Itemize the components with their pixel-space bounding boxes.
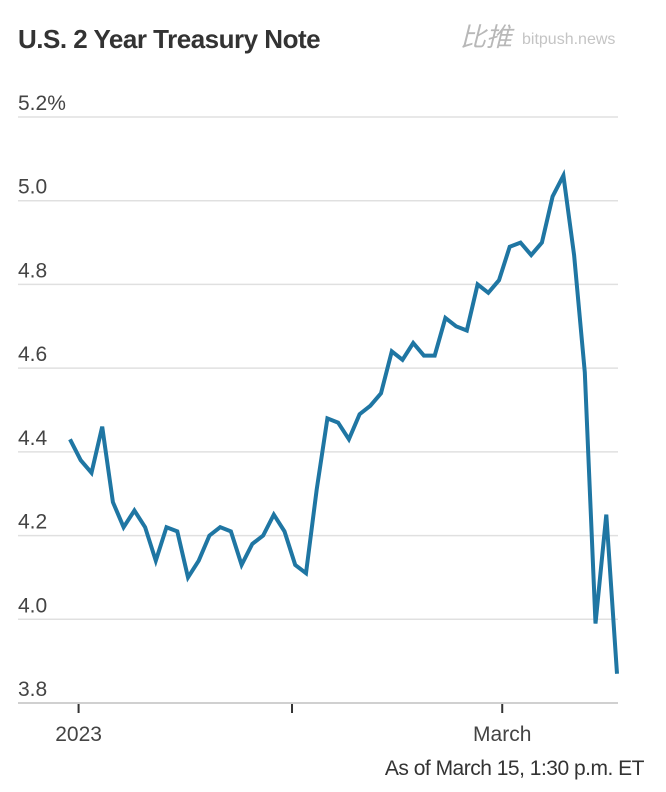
y-tick-label: 4.2 bbox=[18, 511, 47, 534]
x-tick-label: March bbox=[473, 723, 531, 746]
y-tick-label: 4.6 bbox=[18, 343, 47, 366]
watermark-logo-text: 比推 bbox=[460, 22, 513, 52]
y-tick-label: 4.0 bbox=[18, 594, 47, 617]
y-tick-label: 5.2% bbox=[18, 92, 66, 115]
timestamp-note: As of March 15, 1:30 p.m. ET bbox=[384, 757, 645, 780]
chart-title: U.S. 2 Year Treasury Note bbox=[18, 24, 321, 54]
watermark-url-text: bitpush.news bbox=[522, 31, 616, 48]
y-tick-label: 4.4 bbox=[18, 427, 48, 450]
series-line bbox=[68, 169, 619, 674]
y-tick-label: 4.8 bbox=[18, 259, 47, 282]
y-tick-label: 3.8 bbox=[18, 678, 47, 701]
x-tick-label: 2023 bbox=[55, 723, 102, 746]
y-tick-label: 5.0 bbox=[18, 176, 47, 199]
